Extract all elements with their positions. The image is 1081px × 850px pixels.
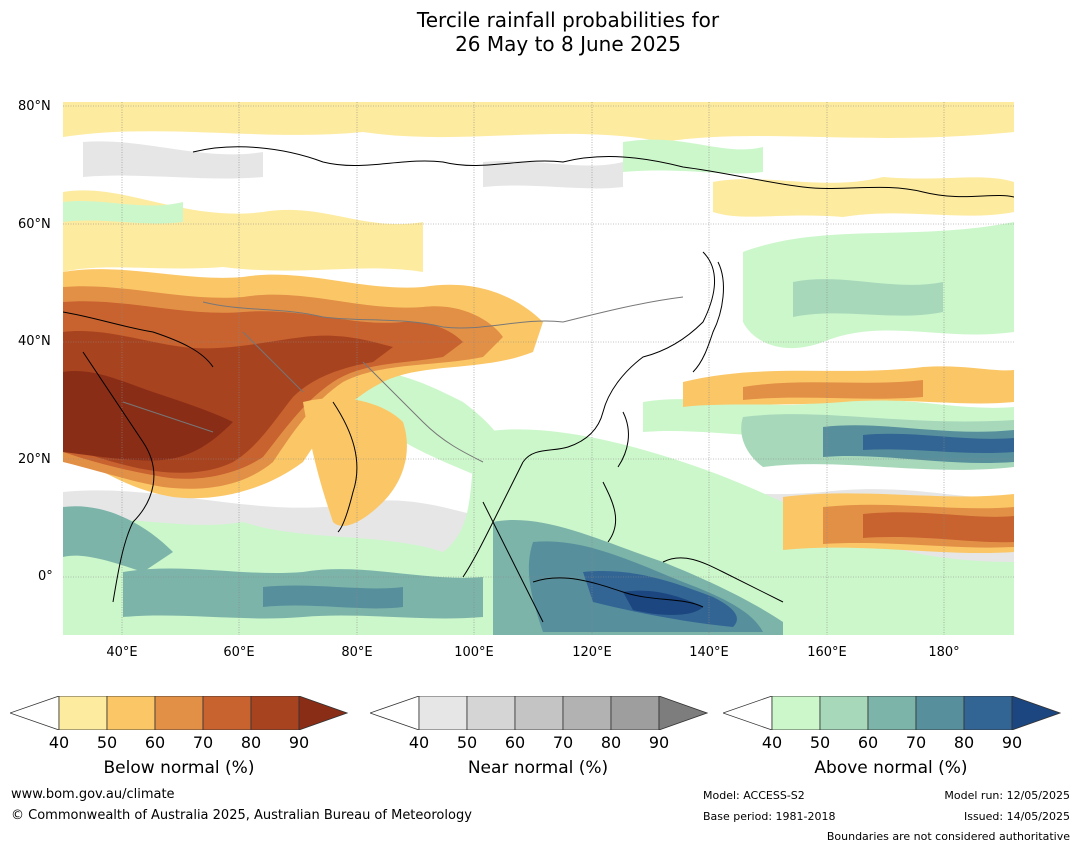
above-tick-90: 90 xyxy=(1001,733,1023,752)
lon-label-80e: 80°E xyxy=(341,645,373,660)
lon-label-160e: 160°E xyxy=(807,645,847,660)
above-tick-60: 60 xyxy=(857,733,879,752)
below-swatch-4 xyxy=(202,695,252,731)
near-tick-90: 90 xyxy=(648,733,670,752)
above-swatch-2 xyxy=(819,695,869,731)
lon-label-60e: 60°E xyxy=(223,645,255,660)
near-tick-50: 50 xyxy=(456,733,478,752)
near-swatch-0 xyxy=(368,695,420,731)
below-normal-label: Below normal (%) xyxy=(103,758,255,778)
below-tick-80: 80 xyxy=(240,733,262,752)
near-swatch-4 xyxy=(562,695,612,731)
near-tick-40: 40 xyxy=(408,733,430,752)
colorbar-below-normal-swatches xyxy=(8,695,349,731)
lon-label-100e: 100°E xyxy=(454,645,494,660)
below-tick-70: 70 xyxy=(192,733,214,752)
below-tick-60: 60 xyxy=(144,733,166,752)
website-link[interactable]: www.bom.gov.au/climate xyxy=(11,787,175,802)
below-tick-90: 90 xyxy=(288,733,310,752)
boundaries-disclaimer: Boundaries are not considered authoritat… xyxy=(826,830,1070,843)
rainfall-probability-map xyxy=(63,102,1014,635)
lat-label-0: 0° xyxy=(38,569,53,584)
colorbar-above-normal xyxy=(721,695,1062,734)
lat-label-40n: 40°N xyxy=(18,334,51,349)
below-swatch-2 xyxy=(106,695,156,731)
below-swatch-5 xyxy=(250,695,300,731)
near-swatch-2 xyxy=(466,695,516,731)
above-swatch-3 xyxy=(867,695,917,731)
lat-label-60n: 60°N xyxy=(18,217,51,232)
near-tick-60: 60 xyxy=(504,733,526,752)
near-swatch-5 xyxy=(610,695,660,731)
colorbar-near-normal-swatches xyxy=(368,695,709,731)
near-normal-label: Near normal (%) xyxy=(467,758,609,778)
near-tick-80: 80 xyxy=(600,733,622,752)
lat-label-20n: 20°N xyxy=(18,452,51,467)
colorbar-below-normal xyxy=(8,695,349,734)
base-period: Base period: 1981-2018 xyxy=(703,810,836,823)
lat-label-80n: 80°N xyxy=(18,99,51,114)
lon-label-40e: 40°E xyxy=(106,645,138,660)
model-name: Model: ACCESS-S2 xyxy=(703,789,805,802)
title-line-1: Tercile rainfall probabilities for xyxy=(416,8,720,32)
lon-label-180: 180° xyxy=(928,645,960,660)
above-swatch-0 xyxy=(721,695,773,731)
map-title: Tercile rainfall probabilities for 26 Ma… xyxy=(0,8,1081,56)
issued-date: Issued: 14/05/2025 xyxy=(963,810,1070,823)
copyright-text: © Commonwealth of Australia 2025, Austra… xyxy=(11,808,472,823)
above-tick-50: 50 xyxy=(809,733,831,752)
near-swatch-1 xyxy=(418,695,468,731)
below-tick-50: 50 xyxy=(96,733,118,752)
below-swatch-3 xyxy=(154,695,204,731)
title-line-2: 26 May to 8 June 2025 xyxy=(455,32,681,56)
lon-label-140e: 140°E xyxy=(689,645,729,660)
below-tick-40: 40 xyxy=(48,733,70,752)
model-run-date: Model run: 12/05/2025 xyxy=(944,789,1070,802)
near-swatch-6 xyxy=(658,695,709,731)
above-tick-40: 40 xyxy=(761,733,783,752)
near-tick-70: 70 xyxy=(552,733,574,752)
below-swatch-1 xyxy=(58,695,108,731)
above-swatch-1 xyxy=(771,695,821,731)
lon-label-120e: 120°E xyxy=(572,645,612,660)
above-normal-label: Above normal (%) xyxy=(814,758,968,778)
above-swatch-6 xyxy=(1011,695,1062,731)
colorbar-near-normal xyxy=(368,695,709,734)
above-swatch-5 xyxy=(963,695,1013,731)
near-swatch-3 xyxy=(514,695,564,731)
above-tick-80: 80 xyxy=(953,733,975,752)
below-swatch-0 xyxy=(8,695,60,731)
colorbar-above-normal-swatches xyxy=(721,695,1062,731)
below-swatch-6 xyxy=(298,695,349,731)
map-canvas xyxy=(63,102,1014,635)
above-tick-70: 70 xyxy=(905,733,927,752)
above-swatch-4 xyxy=(915,695,965,731)
